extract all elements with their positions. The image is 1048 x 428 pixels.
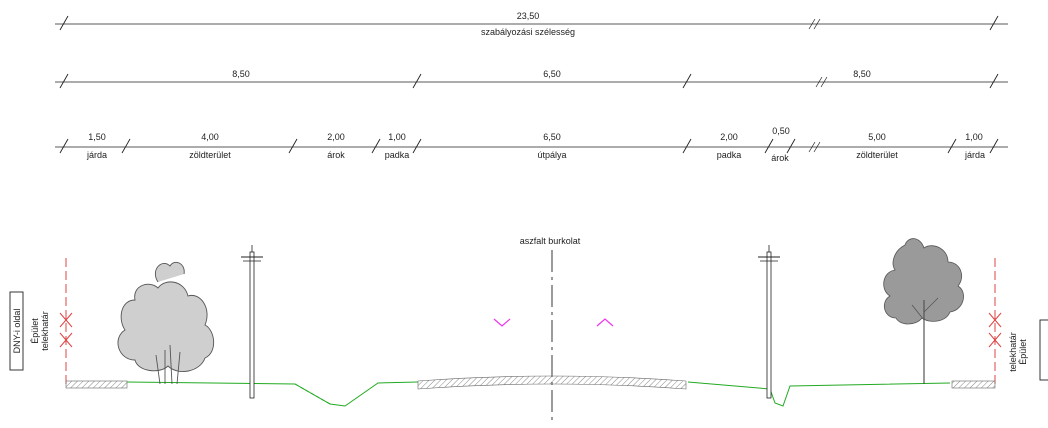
segment-label-jarda: járda	[86, 150, 107, 160]
side-label-box-right	[1039, 319, 1048, 381]
road-surface-label: aszfalt burkolat	[520, 236, 581, 246]
segment-value-zoldterulet: 5,00	[868, 132, 886, 142]
building-marker-left	[59, 312, 73, 348]
side-label: DNY-i oldal	[12, 309, 22, 354]
total-dimension-value: 23,50	[517, 11, 540, 21]
segment-label-zoldterulet: zöldterület	[856, 150, 898, 160]
utility-pole-right	[758, 245, 780, 399]
segment-value-arok: 0,50	[772, 126, 790, 136]
group-dimensions: 8,50 6,50 8,50	[55, 69, 1008, 89]
crossfall-arrow-left	[493, 318, 511, 327]
property-label-right: telekhatár	[1008, 332, 1018, 372]
tree-right	[883, 238, 964, 384]
ground-line	[126, 381, 419, 407]
road-pavement	[417, 375, 687, 390]
segment-label-padka: padka	[717, 150, 742, 160]
group-dimension-value: 8,50	[853, 69, 871, 79]
segment-label-arok: árok	[327, 150, 345, 160]
building-label-left: Épület	[30, 318, 40, 344]
segment-label-padka: padka	[385, 150, 410, 160]
segment-value-utpalya: 6,50	[543, 132, 561, 142]
total-dimension-label: szabályozási szélesség	[481, 27, 575, 37]
segment-value-jarda: 1,00	[965, 132, 983, 142]
sidewalk-right	[951, 380, 996, 389]
crossfall-arrow-right	[596, 318, 614, 327]
building-label-right: Épület	[1018, 339, 1028, 365]
group-dimension-value: 8,50	[232, 69, 250, 79]
property-label-left: telekhatár	[40, 311, 50, 351]
segment-value-padka: 2,00	[720, 132, 738, 142]
segment-label-arok: árok	[771, 153, 789, 163]
tree-left	[117, 261, 215, 385]
group-dimension-value: 6,50	[543, 69, 561, 79]
segment-value-padka: 1,00	[388, 132, 406, 142]
segment-value-jarda: 1,50	[88, 132, 106, 142]
side-label-box	[9, 291, 24, 371]
segment-value-arok: 2,00	[327, 132, 345, 142]
building-marker-right	[988, 312, 1002, 348]
segment-label-utpalya: útpálya	[537, 150, 566, 160]
segment-label-jarda: járda	[964, 150, 985, 160]
ground-line-right	[687, 381, 951, 407]
segment-label-zoldterulet: zöldterület	[189, 150, 231, 160]
total-dimension: 23,50 szabályozási szélesség	[55, 11, 1008, 37]
segment-value-zoldterulet: 4,00	[201, 132, 219, 142]
utility-pole-left	[241, 245, 263, 399]
segment-dimensions: 1,50 járda 4,00 zöldterület 2,00 árok 1,…	[55, 126, 1008, 163]
sidewalk-left	[65, 380, 128, 389]
